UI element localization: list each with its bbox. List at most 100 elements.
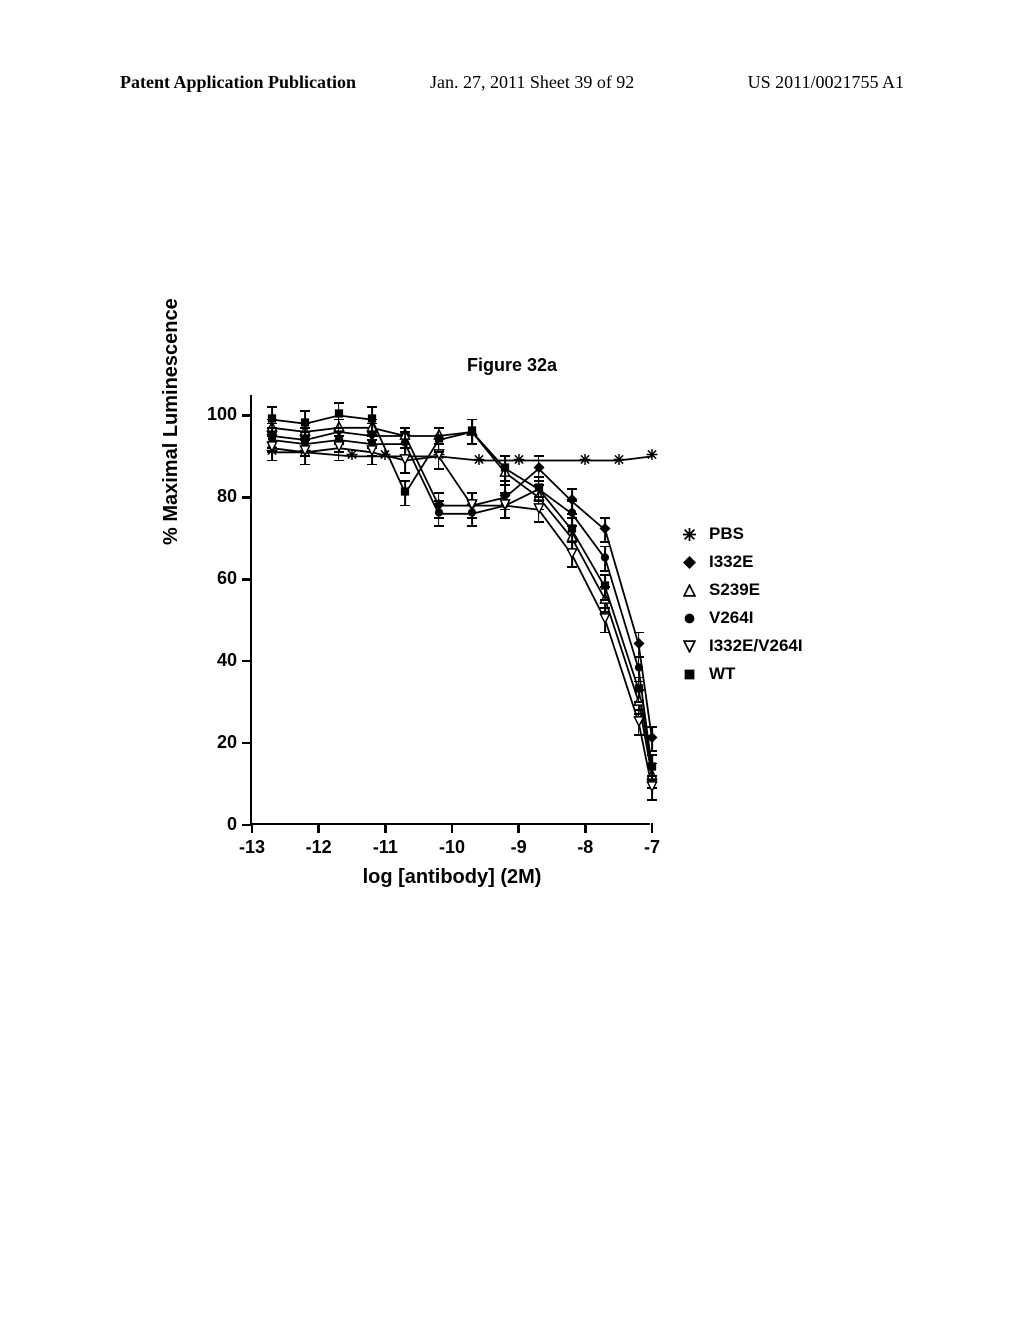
error-cap bbox=[634, 656, 644, 658]
error-cap bbox=[647, 726, 657, 728]
legend: PBSI332ES239EV264II332E/V264IWT bbox=[675, 520, 803, 688]
error-cap bbox=[500, 480, 510, 482]
error-cap bbox=[647, 754, 657, 756]
data-point bbox=[300, 415, 311, 433]
data-point bbox=[600, 550, 611, 568]
x-tick bbox=[451, 823, 454, 833]
data-point bbox=[600, 578, 611, 596]
x-tick bbox=[384, 823, 387, 833]
data-point bbox=[433, 505, 444, 523]
error-cap bbox=[267, 435, 277, 437]
error-cap bbox=[400, 431, 410, 433]
error-cap bbox=[634, 677, 644, 679]
error-cap bbox=[634, 734, 644, 736]
legend-label: I332E bbox=[709, 552, 753, 572]
error-cap bbox=[600, 632, 610, 634]
data-point bbox=[600, 611, 611, 629]
data-point bbox=[513, 452, 524, 470]
data-point bbox=[580, 452, 591, 470]
data-point bbox=[467, 423, 478, 441]
error-cap bbox=[634, 709, 644, 711]
error-cap bbox=[367, 431, 377, 433]
data-point bbox=[467, 497, 478, 515]
error-cap bbox=[647, 750, 657, 752]
error-cap bbox=[434, 451, 444, 453]
data-point bbox=[633, 636, 644, 654]
error-cap bbox=[600, 607, 610, 609]
y-tick-label: 80 bbox=[197, 486, 237, 507]
error-cap bbox=[500, 517, 510, 519]
error-cap bbox=[367, 439, 377, 441]
figure-title: Figure 32a bbox=[0, 355, 1024, 376]
error-cap bbox=[467, 443, 477, 445]
legend-marker-icon bbox=[675, 668, 703, 681]
error-cap bbox=[534, 500, 544, 502]
error-cap bbox=[267, 431, 277, 433]
error-cap bbox=[434, 492, 444, 494]
error-cap bbox=[600, 517, 610, 519]
error-cap bbox=[467, 525, 477, 527]
legend-item: S239E bbox=[675, 576, 803, 604]
legend-marker-icon bbox=[675, 584, 703, 597]
error-cap bbox=[334, 435, 344, 437]
data-point bbox=[600, 521, 611, 539]
data-point bbox=[400, 484, 411, 502]
error-cap bbox=[567, 541, 577, 543]
error-cap bbox=[534, 476, 544, 478]
error-cap bbox=[434, 525, 444, 527]
error-cap bbox=[600, 541, 610, 543]
error-cap bbox=[567, 488, 577, 490]
error-cap bbox=[500, 484, 510, 486]
error-cap bbox=[647, 779, 657, 781]
legend-marker-icon bbox=[675, 612, 703, 625]
legend-marker-icon bbox=[675, 556, 703, 569]
error-cap bbox=[300, 410, 310, 412]
error-cap bbox=[400, 447, 410, 449]
error-cap bbox=[300, 435, 310, 437]
data-point bbox=[367, 411, 378, 429]
error-cap bbox=[400, 505, 410, 507]
error-cap bbox=[567, 500, 577, 502]
error-cap bbox=[567, 566, 577, 568]
x-tick bbox=[584, 823, 587, 833]
data-point bbox=[433, 431, 444, 449]
y-tick-label: 60 bbox=[197, 568, 237, 589]
y-tick-label: 100 bbox=[197, 404, 237, 425]
error-cap bbox=[634, 632, 644, 634]
x-tick-label: -11 bbox=[365, 837, 405, 858]
x-tick bbox=[251, 823, 254, 833]
error-cap bbox=[567, 517, 577, 519]
error-cap bbox=[434, 427, 444, 429]
error-cap bbox=[600, 599, 610, 601]
y-tick-label: 0 bbox=[197, 814, 237, 835]
y-tick bbox=[242, 578, 252, 581]
legend-label: PBS bbox=[709, 524, 744, 544]
x-tick bbox=[317, 823, 320, 833]
y-tick bbox=[242, 414, 252, 417]
legend-item: I332E bbox=[675, 548, 803, 576]
y-tick bbox=[242, 742, 252, 745]
legend-label: V264I bbox=[709, 608, 753, 628]
legend-item: PBS bbox=[675, 520, 803, 548]
error-cap bbox=[434, 500, 444, 502]
error-cap bbox=[500, 455, 510, 457]
error-cap bbox=[500, 492, 510, 494]
x-tick-label: -13 bbox=[232, 837, 272, 858]
x-tick-label: -8 bbox=[565, 837, 605, 858]
error-cap bbox=[334, 427, 344, 429]
data-point bbox=[380, 447, 391, 465]
data-point bbox=[333, 406, 344, 424]
error-cap bbox=[634, 701, 644, 703]
data-point bbox=[300, 443, 311, 461]
error-cap bbox=[467, 517, 477, 519]
error-cap bbox=[300, 439, 310, 441]
page: Patent Application Publication Jan. 27, … bbox=[0, 0, 1024, 1320]
data-point bbox=[533, 480, 544, 498]
legend-marker-icon bbox=[675, 528, 703, 541]
error-cap bbox=[400, 472, 410, 474]
error-cap bbox=[467, 492, 477, 494]
x-axis-label: log [antibody] (2M) bbox=[252, 866, 652, 889]
data-point bbox=[473, 452, 484, 470]
error-cap bbox=[434, 468, 444, 470]
data-point bbox=[267, 439, 278, 457]
